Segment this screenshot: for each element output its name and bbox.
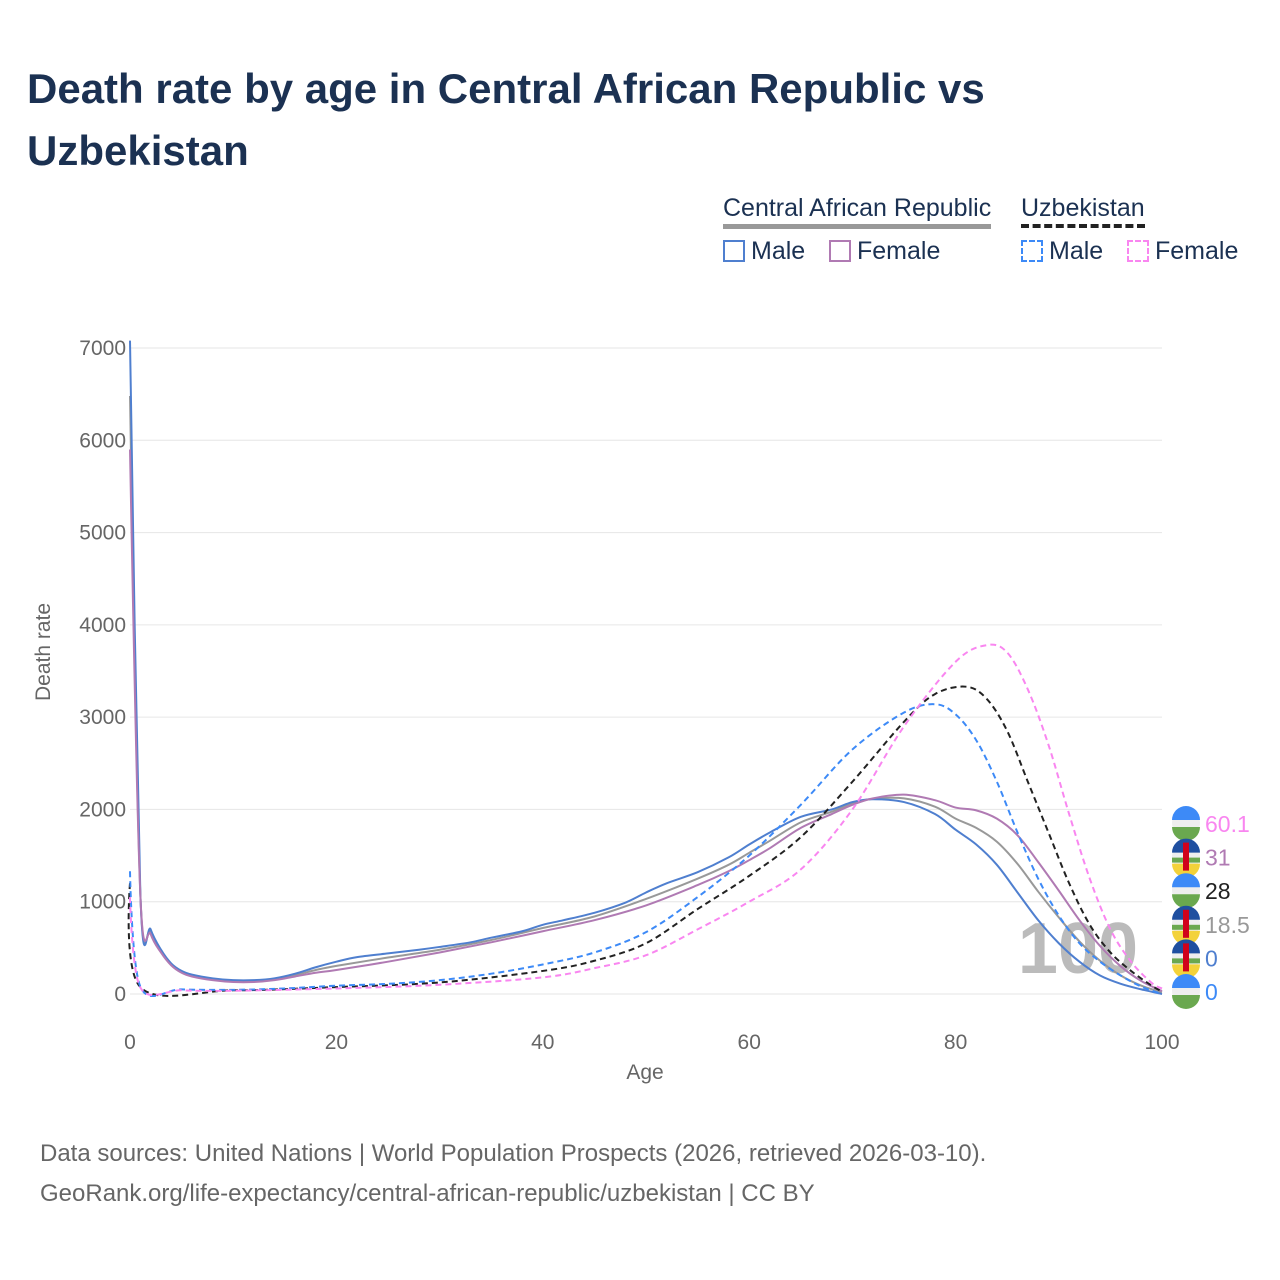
- series-line-uz_female: [129, 643, 1163, 997]
- legend-label: Female: [857, 237, 941, 265]
- end-value-label: 18.5: [1205, 912, 1250, 938]
- flag-stripe: [1172, 894, 1200, 909]
- y-tick-label: 0: [114, 983, 126, 1006]
- flag-stripe: [1172, 974, 1200, 988]
- chart-title: Death rate by age in Central African Rep…: [27, 65, 985, 174]
- legend-swatch: [1021, 240, 1043, 262]
- source-line-2: GeoRank.org/life-expectancy/central-afri…: [40, 1180, 815, 1207]
- legend-country-car: Central African Republic: [723, 194, 992, 229]
- legend-car-male[interactable]: Male: [723, 237, 805, 266]
- legend-swatch: [1127, 240, 1149, 262]
- legend-country-uz: Uzbekistan: [1021, 194, 1145, 228]
- legend-uz-female[interactable]: Female: [1127, 237, 1238, 266]
- flag-stripe: [1183, 842, 1189, 871]
- end-value-label: 31: [1205, 845, 1231, 871]
- legend-label: Male: [1049, 237, 1104, 265]
- flag-icon-car: [1172, 838, 1200, 878]
- x-tick-label: 60: [738, 1031, 761, 1054]
- flag-stripe: [1183, 943, 1189, 972]
- end-value-label: 60.1: [1205, 811, 1250, 837]
- y-tick-label: 2000: [79, 798, 126, 821]
- flag-stripe: [1172, 827, 1200, 841]
- series-line-car_male: [129, 340, 1163, 995]
- flag-stripe: [1172, 873, 1200, 888]
- legend-label: Male: [751, 237, 806, 265]
- x-tick-label: 0: [124, 1031, 136, 1054]
- y-tick-label: 1000: [79, 891, 126, 914]
- series-line-uz_male: [129, 703, 1163, 997]
- legend-uz-male[interactable]: Male: [1021, 237, 1103, 266]
- legend-swatch: [723, 240, 745, 262]
- y-tick-label: 5000: [79, 522, 126, 545]
- source-line-1: Data sources: United Nations | World Pop…: [40, 1140, 987, 1167]
- series-line-car_total: [129, 395, 1163, 994]
- y-tick-label: 4000: [79, 614, 126, 637]
- series-line-car_female: [129, 449, 1163, 993]
- legend-label: Female: [1155, 237, 1239, 265]
- end-value-label: 0: [1205, 945, 1218, 971]
- y-axis-label: Death rate: [32, 603, 55, 701]
- legend-car-female[interactable]: Female: [829, 237, 940, 266]
- flag-icon-car: [1172, 939, 1200, 979]
- x-tick-label: 80: [944, 1031, 967, 1054]
- flag-icon-uz: [1172, 974, 1200, 1009]
- flag-icon-car: [1172, 905, 1200, 945]
- y-tick-label: 3000: [79, 706, 126, 729]
- y-tick-label: 7000: [79, 337, 126, 360]
- x-tick-label: 100: [1144, 1031, 1179, 1054]
- flag-stripe: [1172, 806, 1200, 820]
- end-value-label: 0: [1205, 979, 1218, 1005]
- x-axis-label: Age: [626, 1061, 663, 1084]
- legend-swatch: [829, 240, 851, 262]
- x-tick-label: 20: [325, 1031, 348, 1054]
- flag-icon-uz: [1172, 806, 1200, 841]
- y-tick-label: 6000: [79, 429, 126, 452]
- x-tick-label: 40: [531, 1031, 554, 1054]
- end-value-label: 28: [1205, 878, 1231, 904]
- flag-stripe: [1183, 909, 1189, 938]
- age-watermark: 100: [1018, 909, 1138, 989]
- series-line-uz_total: [127, 685, 1163, 997]
- flag-icon-uz: [1172, 873, 1200, 909]
- flag-stripe: [1172, 995, 1200, 1009]
